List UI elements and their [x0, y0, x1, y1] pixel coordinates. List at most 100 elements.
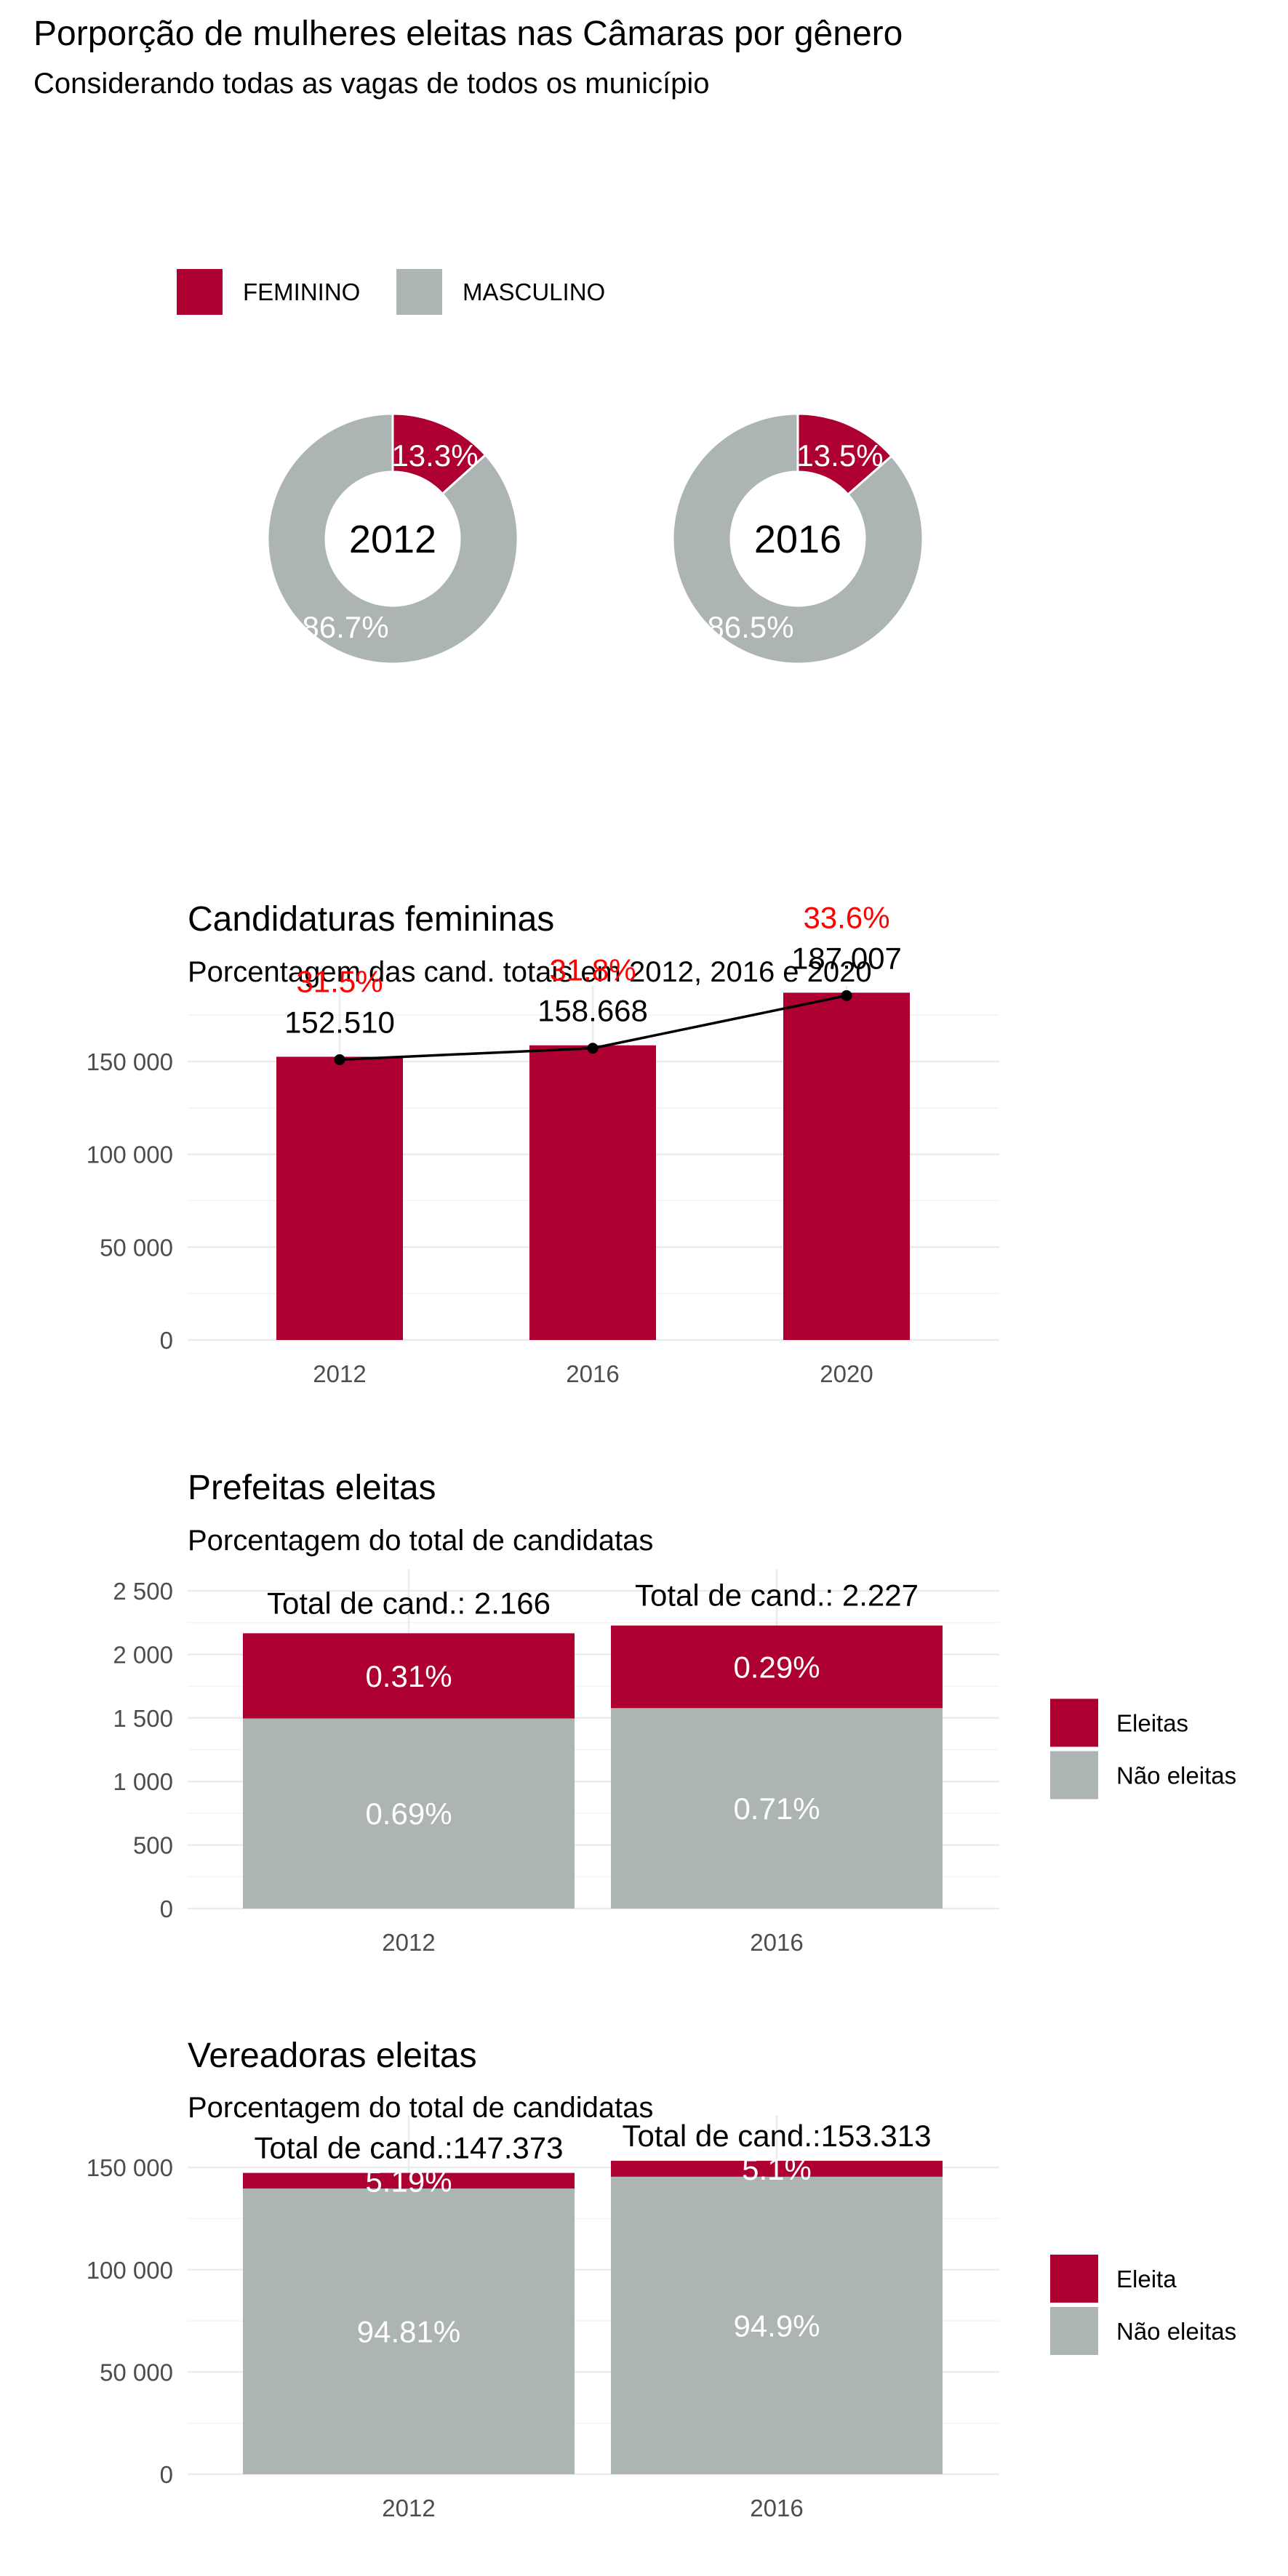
donut-label-2016-feminino: 13.5% [796, 438, 883, 473]
label-2012-nao-eleitas: 0.69% [365, 1797, 452, 1831]
donut-slice-2012-masculino [266, 412, 519, 665]
legend-label-eleitas: Eleita [1116, 2266, 1177, 2292]
prefeitas-panel: Prefeitas eleitas Porcentagem do total d… [113, 1469, 1236, 1956]
y-tick-label: 100 000 [87, 1141, 173, 1168]
bar-2016-nao-eleitas [611, 1708, 943, 1909]
bar-2016-eleitas [611, 1625, 943, 1709]
donut-center-year-2016: 2016 [754, 518, 841, 561]
label-2016-nao-eleitas: 0.71% [733, 1791, 820, 1826]
donut-2016: 13.5% 86.5% 2016 [671, 412, 924, 665]
label-2012-nao-eleitas: 94.81% [357, 2315, 460, 2349]
legend-label-nao-eleitas: Não eleitas [1116, 1762, 1236, 1789]
label-2012-eleitas: 0.31% [365, 1659, 452, 1693]
vereadoras-subtitle: Porcentagem do total de candidatas [188, 2092, 653, 2124]
legend-swatch-eleitas [1050, 1698, 1098, 1747]
candidaturas-panel: Candidaturas femininas 0 50 000 100 000 150… [87, 900, 999, 1387]
label-2016-eleitas: 5.1% [742, 2152, 812, 2186]
legend-swatch-feminino [177, 269, 223, 315]
bar-2012-nao-eleitas [243, 2188, 575, 2474]
legend-label-masculino: MASCULINO [463, 278, 605, 305]
candidaturas-y-ticks: 0 50 000 100 000 150 000 [87, 1048, 173, 1354]
donut-title: Porporção de mulheres eleitas nas Câmara… [33, 15, 903, 53]
candidaturas-bars [276, 992, 910, 1340]
x-tick-label: 2016 [566, 1360, 619, 1387]
y-tick-label: 0 [160, 1327, 173, 1354]
label-2016-nao-eleitas: 94.9% [733, 2308, 820, 2343]
value-label-2020: 187.007 [791, 941, 902, 975]
vereadoras-legend: Eleita Não eleitas [1050, 2255, 1236, 2355]
donut-label-2012-feminino: 13.3% [391, 438, 478, 473]
candidaturas-trend-line [334, 990, 852, 1065]
legend-swatch-nao-eleitas [1050, 1751, 1098, 1799]
prefeitas-bars [243, 1625, 943, 1909]
vereadoras-labels: 94.81% 5.19%Total de cand.:147.373 94.9% 5.… [254, 2119, 931, 2349]
donut-panel: Porporção de mulheres eleitas nas Câmara… [33, 15, 924, 665]
bar-2016 [529, 1045, 656, 1340]
candidaturas-value-labels: 152.510 31.5% 158.668 31.8% 187.007 33.6% [284, 900, 902, 1039]
bar-2016-eleitas [611, 2160, 943, 2177]
donut-subtitle: Considerando todas as vagas de todos os … [33, 68, 709, 100]
pct-label-2020: 33.6% [803, 900, 889, 934]
y-tick-label: 0 [160, 2461, 173, 2488]
bar-2012 [276, 1056, 403, 1340]
bar-2020 [783, 992, 910, 1340]
donut-2012: 13.3% 86.7% 2012 [266, 412, 519, 665]
legend-label-nao-eleitas: Não eleitas [1116, 2318, 1236, 2345]
vereadoras-panel: Vereadoras eleitas Porcentagem do total … [87, 2037, 1236, 2521]
y-tick-label: 150 000 [87, 2154, 173, 2181]
candidaturas-title: Candidaturas femininas [188, 900, 554, 939]
prefeitas-title: Prefeitas eleitas [188, 1469, 436, 1507]
trend-point-2012 [334, 1054, 345, 1065]
legend-swatch-masculino [396, 269, 442, 315]
x-tick-label: 2012 [382, 1929, 435, 1956]
legend-swatch-eleitas [1050, 2255, 1098, 2303]
total-label-2016: Total de cand.:153.313 [622, 2119, 931, 2153]
donut-label-2012-masculino: 86.7% [302, 610, 388, 644]
y-tick-label: 2 500 [113, 1578, 173, 1605]
trend-point-2016 [587, 1043, 599, 1054]
x-tick-label: 2020 [820, 1360, 873, 1387]
total-label-2016: Total de cand.: 2.227 [635, 1578, 919, 1613]
candidaturas-subtitle: Porcentagem das cand. totais em 2012, 20… [188, 956, 872, 988]
value-label-2012: 152.510 [284, 1005, 395, 1039]
y-tick-label: 100 000 [87, 2257, 173, 2284]
prefeitas-y-ticks: 0 500 1 000 1 500 2 000 2 500 [113, 1578, 173, 1922]
legend-label-eleitas: Eleitas [1116, 1710, 1188, 1737]
vereadoras-bars [243, 2160, 943, 2474]
y-tick-label: 1 000 [113, 1768, 173, 1795]
vereadoras-y-ticks: 0 50 000 100 000 150 000 [87, 2154, 173, 2488]
y-tick-label: 2 000 [113, 1641, 173, 1668]
y-tick-label: 0 [160, 1895, 173, 1922]
bar-2012-eleitas [243, 1633, 575, 1719]
bar-2012-nao-eleitas [243, 1718, 575, 1909]
label-2016-eleitas: 0.29% [733, 1650, 820, 1685]
bar-2016-nao-eleitas [611, 2176, 943, 2474]
pct-label-2016: 31.8% [549, 953, 636, 987]
pct-label-2012: 31.5% [296, 964, 383, 998]
candidaturas-x-ticks: 2012 2016 2020 [313, 1360, 873, 1387]
donut-label-2016-masculino: 86.5% [707, 610, 793, 644]
trend-point-2020 [841, 990, 852, 1001]
x-tick-label: 2016 [750, 1929, 803, 1956]
prefeitas-x-ticks: 2012 2016 [382, 1929, 803, 1956]
value-label-2016: 158.668 [537, 994, 648, 1028]
prefeitas-subtitle: Porcentagem do total de candidatas [188, 1525, 653, 1557]
donut-center-year-2012: 2012 [349, 518, 436, 561]
label-2012-eleitas: 5.19% [365, 2164, 452, 2198]
bar-2012-eleitas [243, 2172, 575, 2189]
y-tick-label: 50 000 [100, 1234, 173, 1261]
total-label-2012: Total de cand.: 2.166 [267, 1586, 551, 1620]
vereadoras-title: Vereadoras eleitas [188, 2037, 477, 2075]
prefeitas-legend: Eleitas Não eleitas [1050, 1698, 1236, 1799]
legend-label-feminino: FEMININO [243, 278, 360, 305]
y-tick-label: 150 000 [87, 1048, 173, 1075]
y-tick-label: 500 [133, 1832, 173, 1859]
y-tick-label: 50 000 [100, 2359, 173, 2386]
y-tick-label: 1 500 [113, 1705, 173, 1732]
x-tick-label: 2012 [382, 2495, 435, 2521]
prefeitas-labels: 0.69% 0.31% Total de cand.: 2.166 0.71% 0.29… [267, 1578, 919, 1831]
x-tick-label: 2016 [750, 2495, 803, 2521]
donut-slice-2016-masculino [671, 412, 924, 665]
vereadoras-x-ticks: 2012 2016 [382, 2495, 803, 2521]
